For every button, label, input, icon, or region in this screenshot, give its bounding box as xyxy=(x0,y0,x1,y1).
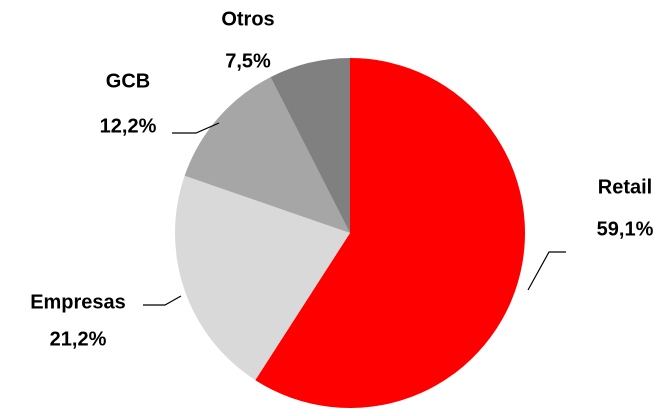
leader-line xyxy=(527,251,566,291)
slice-value-label: 7,5% xyxy=(225,50,271,72)
pie-slice xyxy=(255,58,525,408)
slice-label: Empresas xyxy=(30,291,126,313)
leader-line xyxy=(172,122,220,134)
pie-slice xyxy=(175,175,350,381)
slice-label: GCB xyxy=(106,70,150,92)
slice-label: Retail xyxy=(598,176,652,198)
slice-value-label: 12,2% xyxy=(100,115,157,137)
slice-value-label: 59,1% xyxy=(597,218,654,240)
pie-slice xyxy=(270,58,350,233)
leader-line xyxy=(143,295,182,306)
slice-value-label: 21,2% xyxy=(50,328,107,350)
slice-label: Otros xyxy=(221,8,274,30)
pie-slice xyxy=(184,77,350,234)
